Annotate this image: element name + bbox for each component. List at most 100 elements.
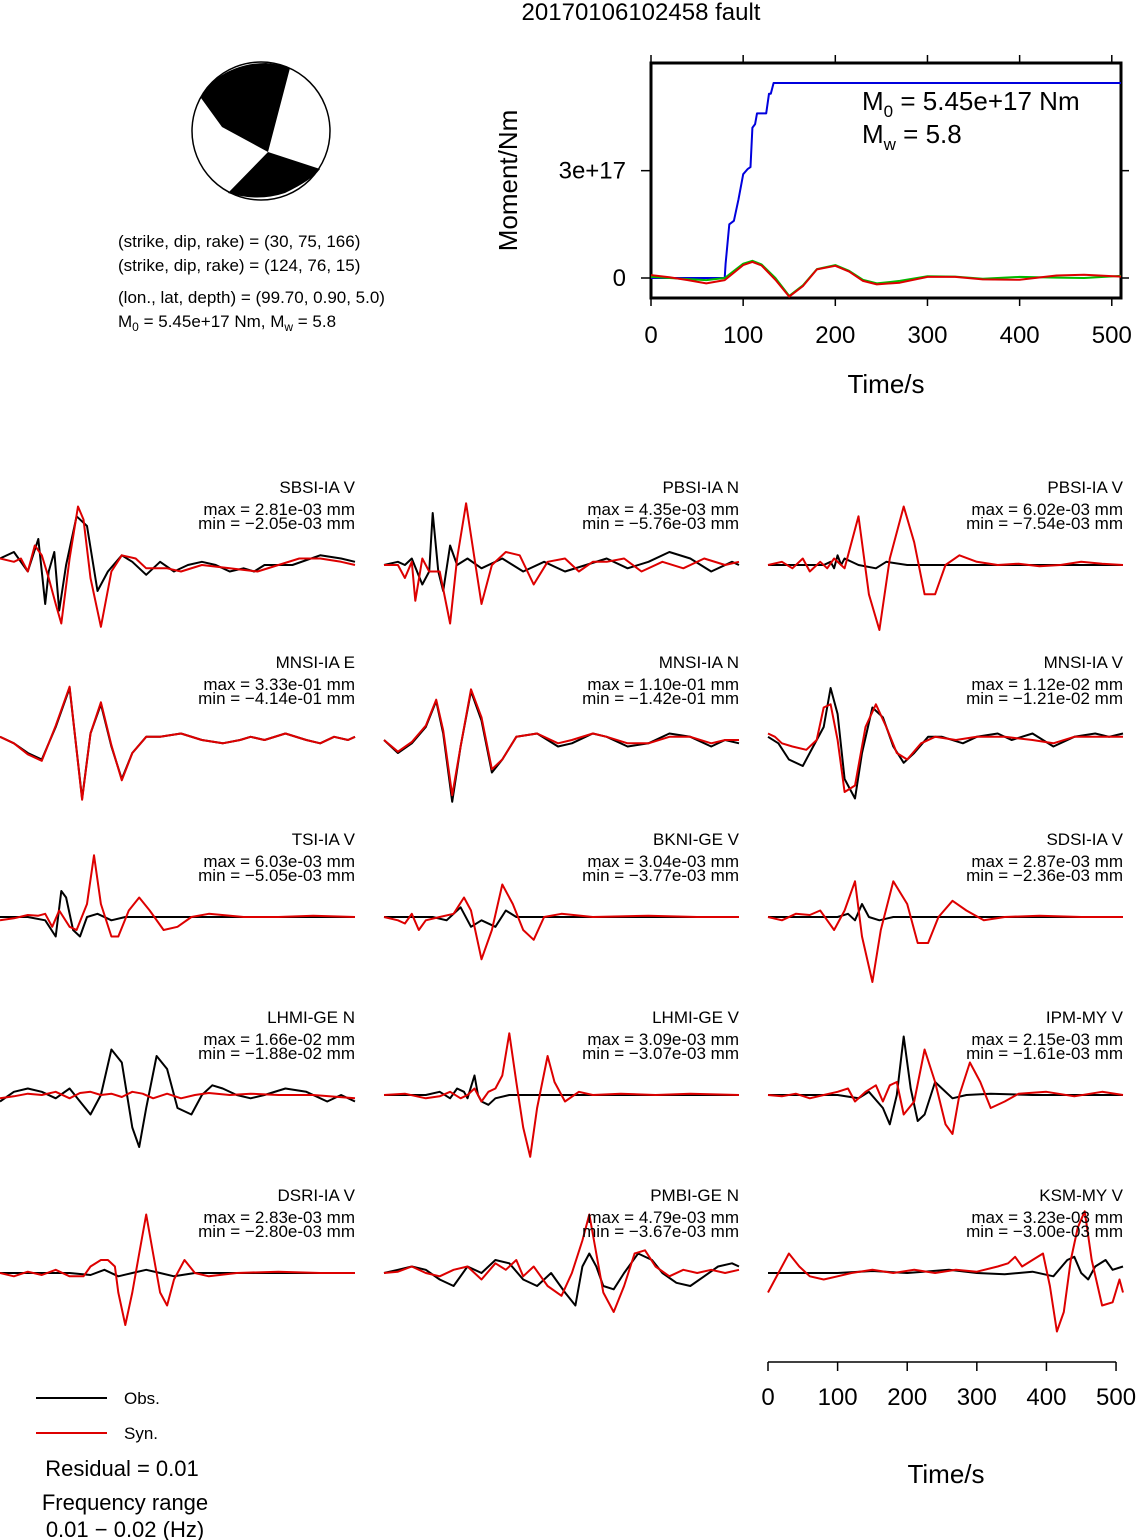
station-max: max = 2.81e-03 mm [203,500,355,519]
waveform-syn-trace [0,854,356,938]
station-max: max = 6.03e-03 mm [203,852,355,871]
station-max: max = 2.15e-03 mm [971,1030,1123,1049]
station-label: MNSI-IA V [1044,653,1124,672]
station-max: max = 3.04e-03 mm [587,852,739,871]
station-min: min = −1.21e-02 mm [966,689,1123,708]
frequency-range-label: Frequency range [42,1490,208,1515]
station-max: max = 3.09e-03 mm [587,1030,739,1049]
station-label: DSRI-IA V [278,1186,356,1205]
station-max: max = 3.33e-01 mm [203,675,355,694]
moment-box-m0: M0 = 5.45e+17 Nm [862,86,1080,121]
moment-plot-frame [649,61,1123,300]
moment-x-tick-label: 100 [723,322,763,349]
station-label: TSI-IA V [292,830,356,849]
moment-series-1 [650,259,1122,297]
moment-y-tick-label: 0 [613,265,626,292]
moment-chart: 0 100 200 300 400 500 0 3e+17 Time/s Moment/Nm M0… [493,55,1132,399]
station-label: PMBI-GE N [650,1186,739,1205]
moment-x-tick-label: 200 [815,322,855,349]
waveform-syn-trace [383,883,739,961]
moment-x-tick-label: 300 [907,322,947,349]
nodal-plane-2: (strike, dip, rake) = (124, 76, 15) [118,256,360,275]
station-min: min = −2.05e-03 mm [198,514,355,533]
moment-x-tick-label: 500 [1092,322,1132,349]
station-max: max = 1.10e-01 mm [587,675,739,694]
waveform-syn-trace [0,1090,356,1100]
waveform-obs-trace [383,1252,740,1307]
station-min: min = −3.07e-03 mm [582,1044,739,1063]
moment-box-mw: Mw = 5.8 [862,119,962,154]
figure-title: 20170106102458 fault [522,0,761,26]
legend-syn-label: Syn. [124,1424,158,1443]
waveform-syn-trace [0,1213,355,1326]
waveform-syn-trace [383,1032,740,1158]
station-min: min = −5.76e-03 mm [582,514,739,533]
legend: Obs. Syn. [36,1389,160,1443]
waveform-x-axis-label: Time/s [907,1459,984,1489]
station-label: LHMI-GE N [267,1008,355,1027]
moment-series-0 [651,82,1121,279]
waveform-obs-trace [383,512,740,592]
waveform-time-axis: 0 100 200 300 400 500 Time/s [761,1361,1136,1489]
station-min: min = −4.14e-01 mm [198,689,355,708]
moment-summary: M0 = 5.45e+17 Nm, Mw = 5.8 [118,312,336,334]
waveform-syn-trace [767,1210,1124,1333]
waveform-obs-trace [384,1074,739,1106]
station-label: IPM-MY V [1046,1008,1124,1027]
waveform-syn-trace [767,703,1123,793]
station-label: SDSI-IA V [1046,830,1123,849]
waveform-syn-trace [767,505,1124,631]
station-label: MNSI-IA E [276,653,355,672]
station-label: SBSI-IA V [279,478,355,497]
station-max: max = 2.83e-03 mm [203,1208,355,1227]
moment-x-axis-label: Time/s [847,369,924,399]
waveform-x-tick-label: 400 [1026,1384,1066,1411]
station-min: min = −7.54e-03 mm [966,514,1123,533]
moment-series-2 [650,260,1122,298]
station-label: LHMI-GE V [652,1008,740,1027]
station-max: max = 1.12e-02 mm [971,675,1123,694]
station-label: MNSI-IA N [659,653,739,672]
waveform-obs-trace [0,890,355,938]
station-min: min = −1.61e-03 mm [966,1044,1123,1063]
station-min: min = −3.00e-03 mm [966,1222,1123,1241]
station-max: max = 6.02e-03 mm [971,500,1123,519]
station-min: min = −5.05e-03 mm [198,866,355,885]
station-max: max = 4.79e-03 mm [587,1208,739,1227]
station-label: PBSI-IA V [1047,478,1123,497]
station-min: min = −3.77e-03 mm [582,866,739,885]
station-label: PBSI-IA N [662,478,739,497]
station-min: min = −2.80e-03 mm [198,1222,355,1241]
station-max: max = 2.87e-03 mm [971,852,1123,871]
waveform-x-tick-label: 300 [957,1384,997,1411]
moment-x-tick-label: 400 [1000,322,1040,349]
waveform-obs-trace [0,1268,355,1278]
legend-obs-label: Obs. [124,1389,160,1408]
source-location: (lon., lat, depth) = (99.70, 0.90, 5.0) [118,288,385,307]
waveform-obs-trace [384,906,739,928]
station-min: min = −1.88e-02 mm [198,1044,355,1063]
waveform-syn-trace [384,502,740,625]
moment-y-axis-label: Moment/Nm [493,110,523,252]
station-label: KSM-MY V [1039,1186,1123,1205]
waveform-x-tick-label: 0 [761,1384,774,1411]
waveform-syn-trace [0,685,356,801]
waveform-obs-trace [768,1035,1123,1126]
waveform-syn-trace [767,880,1123,983]
moment-x-tick-label: 0 [644,322,657,349]
station-min: min = −2.36e-03 mm [966,866,1123,885]
